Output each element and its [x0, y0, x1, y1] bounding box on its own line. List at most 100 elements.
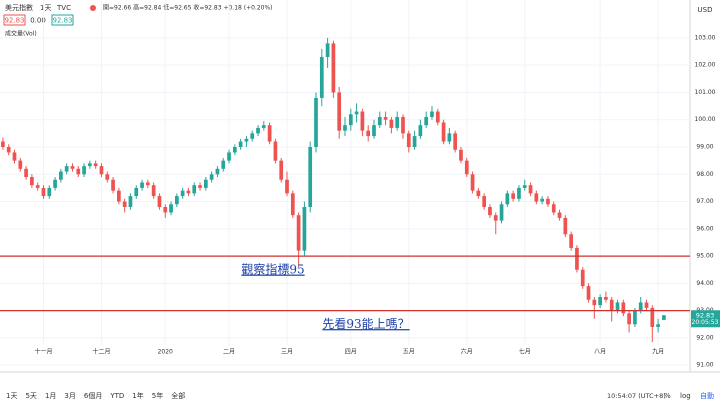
ohlc-text: 開=92.66 高=92.84 低=92.65 收=92.83 +0.18 (+…: [103, 4, 273, 12]
candle-body: [406, 133, 411, 147]
candle-body: [476, 190, 481, 197]
candle-body: [551, 204, 556, 213]
candle-body: [644, 302, 649, 308]
candle-body: [59, 171, 63, 180]
candle-body: [354, 111, 359, 115]
candle-body: [493, 215, 498, 221]
source: TVC: [56, 4, 71, 12]
candle-body: [435, 111, 440, 123]
candle-body: [366, 130, 371, 137]
candle-body: [232, 147, 237, 153]
candle-body: [290, 193, 295, 216]
candle-body: [128, 196, 133, 207]
range-button[interactable]: 5天: [25, 392, 36, 400]
candle-body: [308, 147, 313, 207]
range-button[interactable]: 1月: [45, 392, 56, 400]
y-tick-label: 96.00: [696, 225, 713, 232]
candle-body: [250, 133, 255, 139]
range-button[interactable]: 全部: [171, 391, 185, 400]
candle-body: [662, 315, 666, 320]
candle-body: [372, 125, 376, 137]
candle-body: [488, 207, 492, 216]
range-button[interactable]: 1年: [132, 391, 143, 400]
candle-body: [499, 204, 504, 221]
bid: 92.83: [4, 17, 24, 25]
candle-body: [604, 297, 608, 300]
candle-body: [343, 125, 347, 131]
y-tick-label: 94.00: [696, 280, 713, 287]
candle-body: [511, 193, 516, 199]
candle-body: [1, 141, 5, 147]
candle-body: [256, 127, 260, 134]
volume-label: 成交量(Vol): [5, 30, 37, 38]
x-tick-label: 二月: [223, 349, 235, 356]
candle-body: [244, 138, 249, 142]
plot: 91.0092.0093.0094.0095.0096.0097.0098.00…: [0, 0, 720, 369]
header: 美元指數 1天 TVC 開=92.66 高=92.84 低=92.65 收=92…: [3, 3, 712, 38]
candle-body: [18, 160, 23, 169]
countdown: 20:05:53: [692, 319, 719, 326]
candle-body: [221, 160, 226, 169]
candle-body: [163, 207, 168, 213]
candle-body: [650, 307, 655, 327]
candle-body: [638, 302, 643, 311]
candle-body: [447, 133, 452, 142]
x-tick-label: 2020: [158, 349, 173, 356]
range-button[interactable]: YTD: [109, 392, 124, 400]
candle-body: [215, 168, 220, 175]
candle-body: [337, 92, 342, 131]
candle-body: [348, 114, 353, 126]
candle-body: [459, 149, 463, 161]
annotation: 觀察指標95: [241, 262, 304, 277]
candle-body: [575, 247, 579, 270]
candle-body: [482, 196, 487, 207]
candle-body: [430, 111, 434, 117]
candle-body: [151, 185, 156, 197]
candle-body: [41, 187, 46, 197]
candle-body: [580, 269, 585, 287]
candle-body: [261, 125, 266, 128]
candle-body: [325, 43, 330, 57]
candle-body: [615, 302, 620, 311]
last-price: 92.83: [696, 311, 715, 319]
scale-option[interactable]: log: [680, 392, 691, 400]
candle-body: [192, 185, 197, 194]
candle-body: [453, 133, 458, 150]
candle-body: [273, 141, 278, 161]
candle-body: [47, 187, 52, 197]
candle-body: [319, 57, 324, 98]
candle-body: [418, 125, 423, 137]
y-tick-label: 103.00: [695, 34, 716, 41]
candle-body: [412, 136, 417, 147]
candle-body: [314, 97, 318, 147]
candle-body: [441, 122, 446, 142]
candle-body: [285, 179, 289, 194]
candle-body: [35, 185, 40, 188]
scale-option[interactable]: 自動: [700, 391, 714, 400]
clock: 10:54:07 (UTC+8): [607, 392, 666, 400]
scale-option[interactable]: %: [664, 392, 671, 400]
x-tick-label: 五月: [403, 349, 415, 356]
range-button[interactable]: 5年: [152, 391, 163, 400]
range-button[interactable]: 3月: [64, 392, 75, 400]
candle-body: [117, 190, 121, 202]
candle-body: [140, 182, 144, 188]
status-dot: [90, 5, 96, 11]
candle-body: [540, 198, 544, 202]
candle-body: [209, 174, 214, 180]
candle-body: [186, 190, 191, 194]
candle-body: [464, 160, 469, 175]
range-button[interactable]: 6個月: [84, 391, 102, 400]
y-tick-label: 99.00: [696, 144, 713, 151]
candle-body: [111, 179, 115, 191]
candle-body: [267, 125, 272, 142]
candle-body: [389, 119, 394, 128]
candle-body: [586, 286, 591, 300]
candle-body: [395, 117, 400, 128]
interval: 1天: [40, 4, 51, 12]
candle-body: [505, 193, 510, 205]
ask: 92.83: [52, 17, 72, 25]
range-button[interactable]: 1天: [6, 392, 17, 400]
candle-body: [656, 324, 660, 327]
